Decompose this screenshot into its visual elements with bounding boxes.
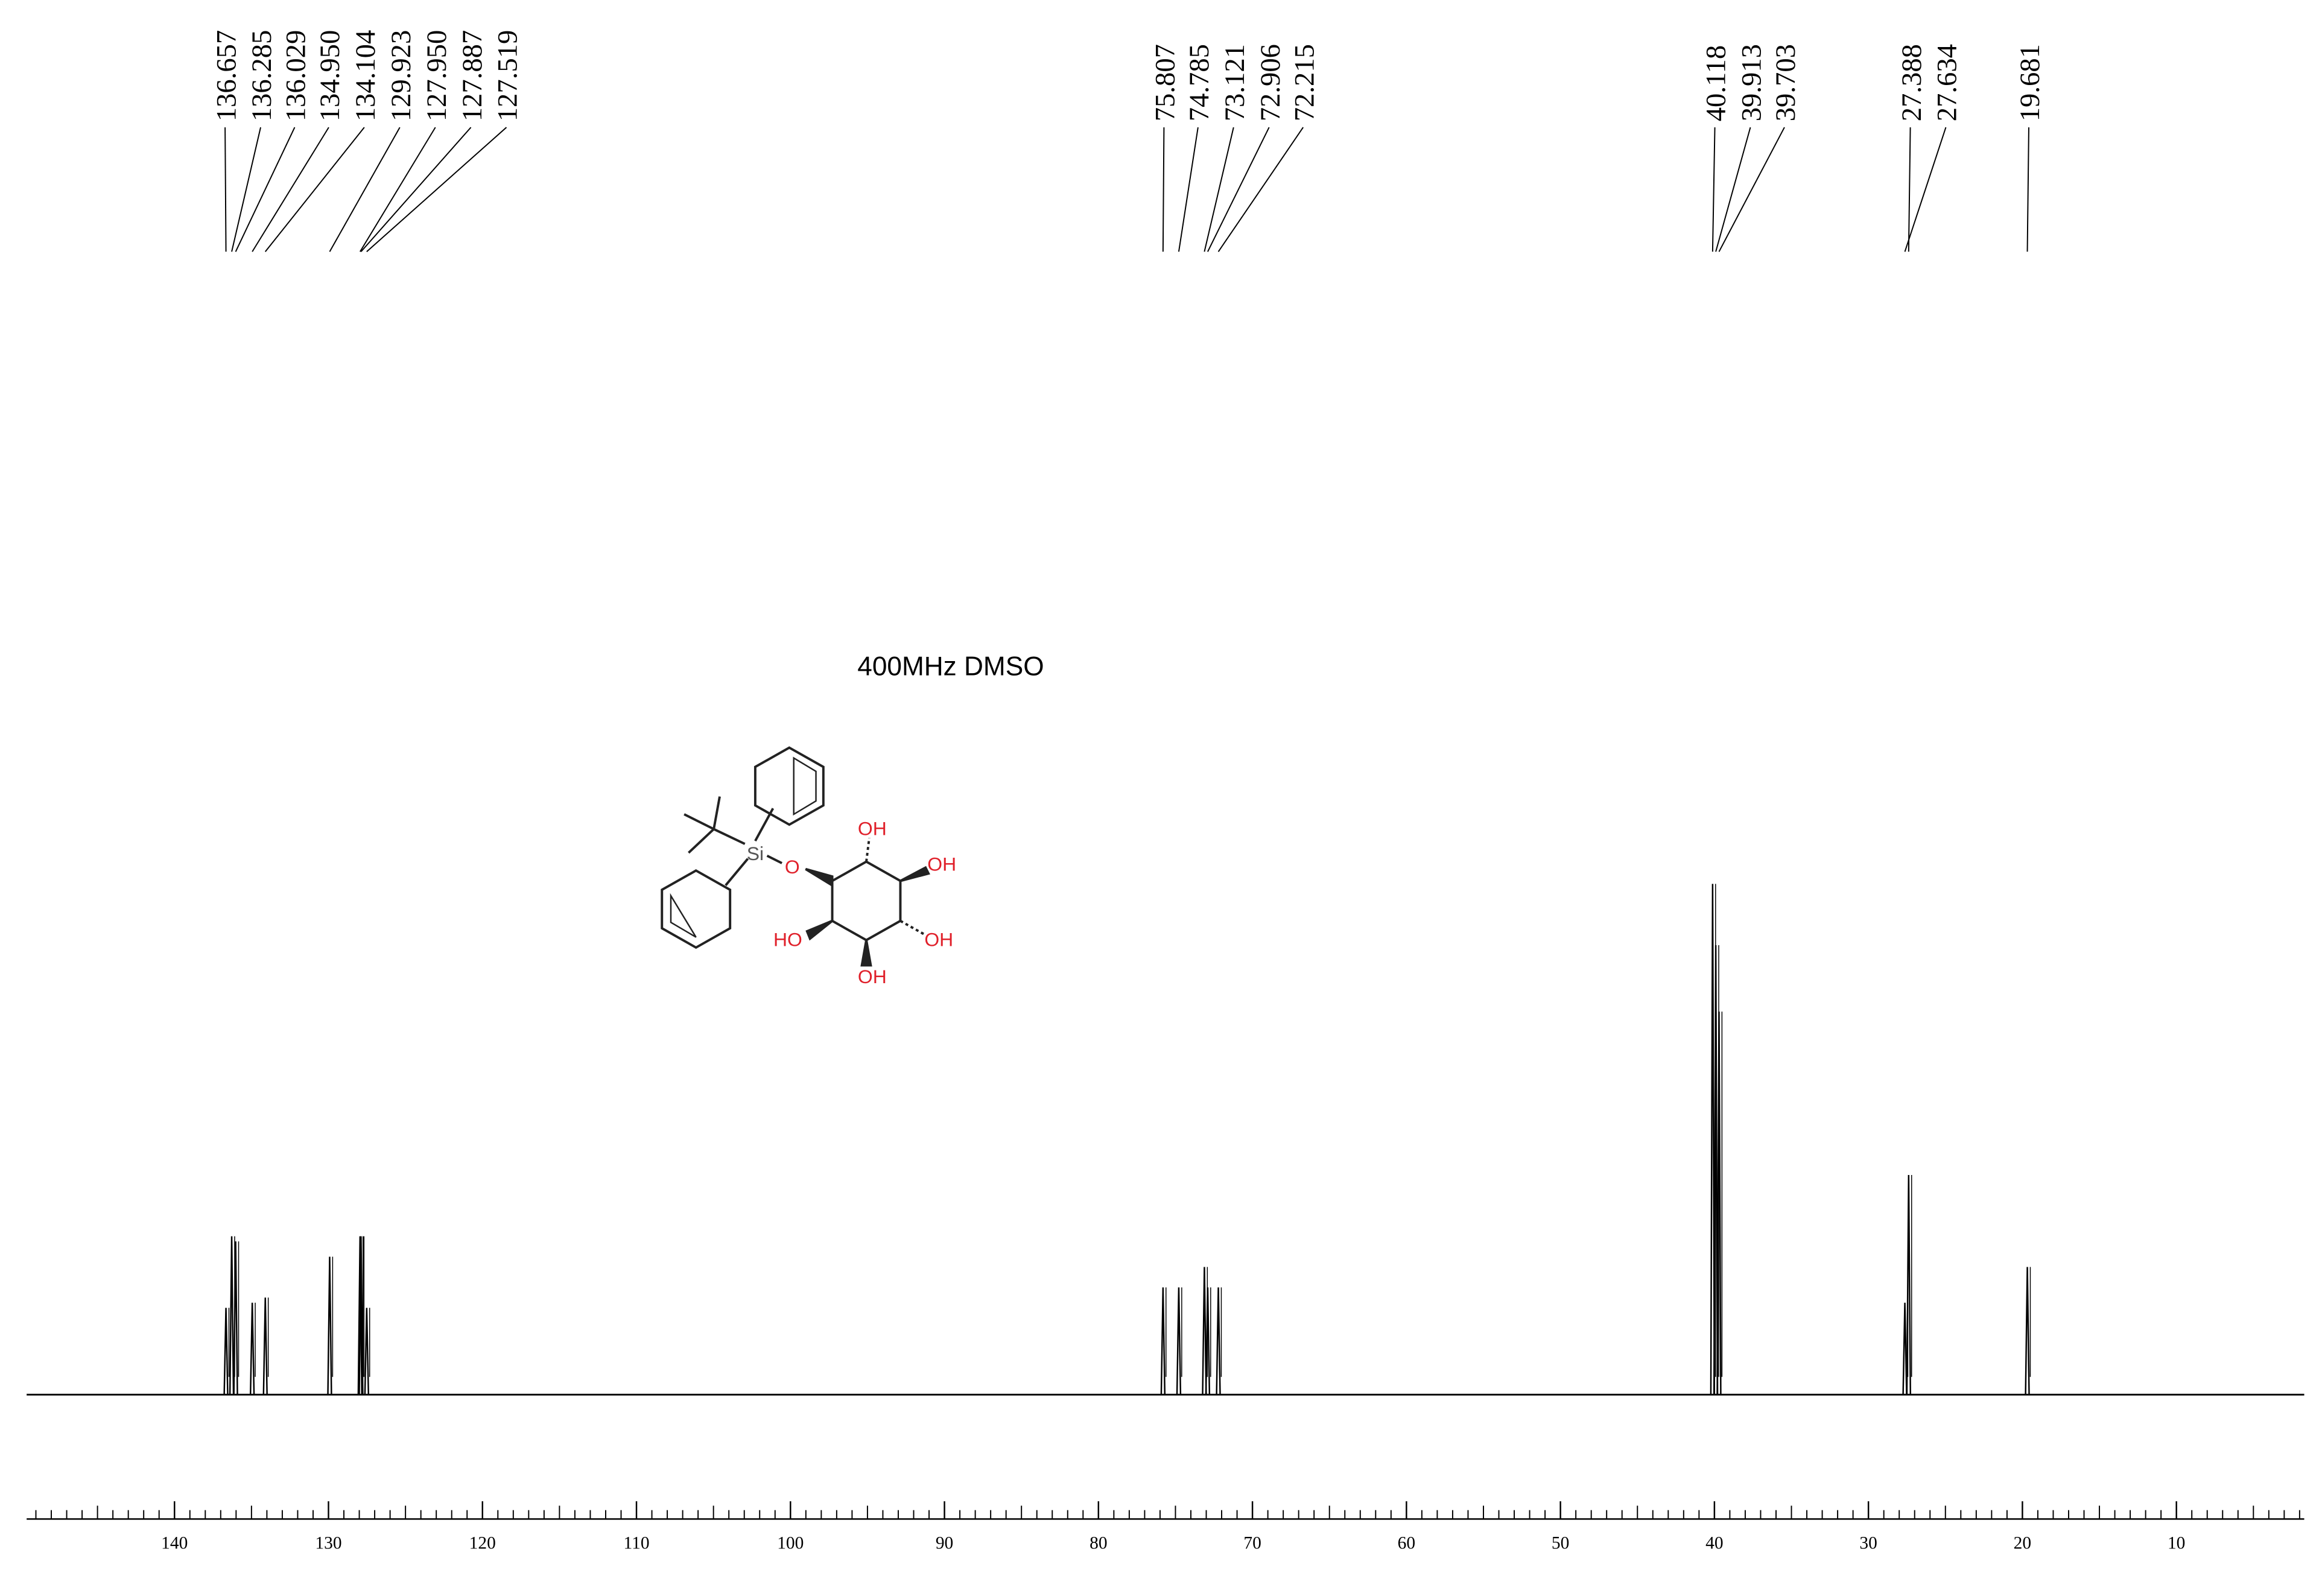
peak-label: 127.887 <box>457 30 488 122</box>
peak-label: 19.681 <box>2014 44 2046 121</box>
peak <box>229 1236 235 1395</box>
peak-connector <box>235 127 296 252</box>
peak-connector <box>1178 127 1199 252</box>
peak <box>1205 1287 1211 1395</box>
peak <box>1713 945 1719 1395</box>
peak-connector <box>1204 127 1234 252</box>
x-tick-label: 60 <box>1398 1533 1415 1553</box>
peak <box>1710 884 1716 1395</box>
annotation: 400MHz DMSO <box>857 651 1044 681</box>
atom-label: HO <box>773 928 802 950</box>
x-tick-label: 130 <box>315 1533 341 1553</box>
atom-label: OH <box>927 853 956 875</box>
peak <box>233 1241 238 1395</box>
peak-label: 40.118 <box>1701 45 1732 121</box>
peak-connector <box>2026 127 2029 252</box>
peak-connector <box>1162 127 1165 252</box>
peak-connector <box>1217 127 1304 252</box>
peak-label: 129.923 <box>385 30 417 122</box>
x-tick-label: 20 <box>2014 1533 2031 1553</box>
peak-connector <box>224 127 227 252</box>
peak-connector <box>1718 127 1785 252</box>
x-tick-label: 110 <box>623 1533 649 1553</box>
peak <box>1716 1012 1722 1395</box>
peak <box>1202 1267 1207 1395</box>
peak-label: 136.285 <box>246 30 278 122</box>
peak-label: 136.657 <box>211 30 242 122</box>
peak-connector <box>1715 127 1751 252</box>
peak-connector <box>366 127 507 253</box>
peak <box>262 1297 268 1395</box>
peak-label: 74.785 <box>1184 44 1215 121</box>
peak-connector <box>359 127 436 252</box>
x-tick-label: 140 <box>161 1533 188 1553</box>
peak-label: 134.950 <box>314 30 346 122</box>
peak <box>364 1308 370 1395</box>
x-tick-label: 120 <box>469 1533 496 1553</box>
atom-label: Si <box>747 843 764 864</box>
peak-connector <box>1904 127 1947 252</box>
peak-connector <box>360 127 472 252</box>
peak-label: 127.519 <box>492 30 524 122</box>
peak <box>1160 1287 1166 1395</box>
peak-label: 72.906 <box>1255 44 1286 121</box>
peak-label: 27.634 <box>1932 44 1963 121</box>
peak-label: 39.913 <box>1736 44 1768 121</box>
peak-label: 136.029 <box>281 30 312 122</box>
peak <box>2025 1267 2030 1395</box>
peak-label: 127.950 <box>421 30 452 122</box>
peak <box>1176 1287 1182 1395</box>
x-tick-label: 10 <box>2168 1533 2185 1553</box>
peak-label: 72.215 <box>1289 44 1320 121</box>
peak <box>358 1236 364 1395</box>
peak <box>249 1302 255 1395</box>
x-tick-label: 50 <box>1552 1533 1569 1553</box>
peak-connector <box>264 127 365 252</box>
peak <box>1902 1302 1908 1395</box>
peak <box>223 1308 229 1395</box>
peak-connector <box>1207 127 1270 252</box>
atom-label: OH <box>858 966 887 987</box>
peak-connector <box>1711 127 1716 252</box>
peak-connector <box>252 127 329 252</box>
x-tick-label: 40 <box>1705 1533 1723 1553</box>
x-tick-label: 90 <box>936 1533 953 1553</box>
peak <box>1216 1287 1221 1395</box>
peak-label: 27.388 <box>1896 44 1927 121</box>
peak-label: 73.121 <box>1219 44 1251 121</box>
peak-connector <box>231 127 261 252</box>
x-tick-label: 70 <box>1243 1533 1261 1553</box>
peak-label: 134.104 <box>350 30 381 122</box>
x-tick-label: 30 <box>1859 1533 1877 1553</box>
atom-label: O <box>785 856 800 878</box>
atom-label: OH <box>924 928 953 950</box>
peak <box>357 1236 363 1395</box>
peak-connector <box>1908 127 1911 252</box>
x-tick-label: 100 <box>777 1533 804 1553</box>
peak-label: 39.703 <box>1770 44 1801 121</box>
peak <box>327 1256 332 1395</box>
peak-label: 75.807 <box>1150 44 1181 121</box>
atom-label: OH <box>858 817 887 839</box>
molecule <box>661 746 930 967</box>
peak-connector <box>329 127 401 252</box>
x-tick-label: 80 <box>1090 1533 1107 1553</box>
